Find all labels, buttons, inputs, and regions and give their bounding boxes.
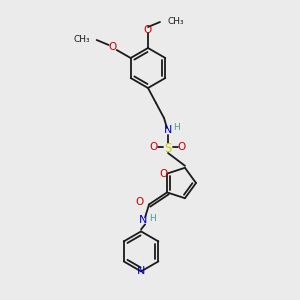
- Text: H: H: [174, 122, 180, 131]
- Text: O: O: [150, 142, 158, 152]
- Text: S: S: [164, 142, 172, 154]
- Text: N: N: [164, 125, 172, 135]
- Text: H: H: [149, 214, 155, 223]
- Text: O: O: [178, 142, 186, 152]
- Text: O: O: [144, 25, 152, 35]
- Text: CH₃: CH₃: [73, 35, 90, 44]
- Text: O: O: [109, 42, 117, 52]
- Text: CH₃: CH₃: [168, 17, 184, 26]
- Text: O: O: [159, 169, 167, 178]
- Text: N: N: [139, 215, 147, 225]
- Text: N: N: [137, 266, 145, 276]
- Text: O: O: [135, 197, 143, 207]
